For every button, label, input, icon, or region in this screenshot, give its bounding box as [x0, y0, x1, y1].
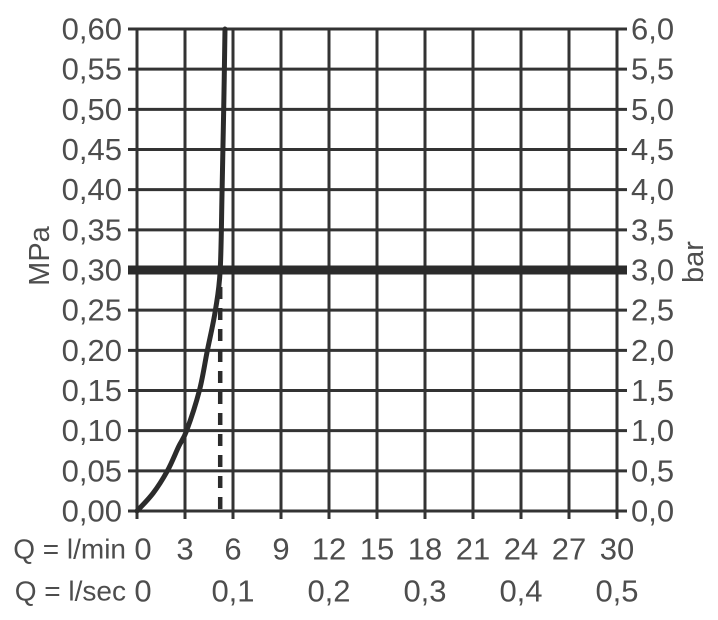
tick-labels-layer: 0,600,550,500,450,400,350,300,250,200,15… [62, 12, 674, 609]
y-tick-label-bar: 2,5 [631, 293, 674, 328]
x-tick-label-lsec: 0,2 [307, 574, 350, 609]
flow-curve [134, 26, 228, 514]
x-tick-label-lmin: 18 [408, 532, 442, 567]
x-tick-label-lmin: 3 [176, 532, 193, 567]
y-tick-label-bar: 4,0 [631, 172, 674, 207]
x-axis-row-label-lsec: Q = l/sec [15, 576, 126, 607]
x-tick-label-lmin: 24 [504, 532, 538, 567]
y-axis-unit-mpa: MPa [24, 225, 56, 286]
y-tick-label-bar: 5,5 [631, 52, 674, 87]
y-tick-label-mpa: 0,45 [62, 132, 122, 167]
x-tick-label-lsec: 0,5 [595, 574, 638, 609]
y-tick-label-bar: 2,0 [631, 333, 674, 368]
y-tick-label-mpa: 0,15 [62, 373, 122, 408]
x-tick-label-lsec: 0,4 [499, 574, 542, 609]
y-tick-label-mpa: 0,25 [62, 293, 122, 328]
y-tick-label-mpa: 0,00 [62, 494, 122, 529]
y-tick-label-mpa: 0,05 [62, 453, 122, 488]
y-tick-label-bar: 4,5 [631, 132, 674, 167]
y-tick-label-bar: 0,0 [631, 494, 674, 529]
y-tick-label-mpa: 0,50 [62, 92, 122, 127]
x-tick-label-lmin: 0 [134, 532, 151, 567]
y-tick-label-mpa: 0,55 [62, 52, 122, 87]
x-tick-label-lmin: 27 [552, 532, 586, 567]
x-tick-label-lsec: 0 [134, 574, 151, 609]
x-tick-label-lsec: 0,1 [211, 574, 254, 609]
y-tick-label-mpa: 0,20 [62, 333, 122, 368]
marks-layer [128, 26, 627, 514]
x-tick-label-lmin: 6 [224, 532, 241, 567]
x-axis-row-label-lmin: Q = l/min [13, 534, 126, 565]
y-tick-label-mpa: 0,30 [62, 253, 122, 288]
y-tick-label-mpa: 0,60 [62, 12, 122, 47]
y-tick-label-bar: 3,0 [631, 253, 674, 288]
y-tick-label-mpa: 0,40 [62, 172, 122, 207]
y-tick-label-mpa: 0,10 [62, 413, 122, 448]
x-tick-label-lmin: 9 [272, 532, 289, 567]
x-tick-label-lmin: 21 [456, 532, 490, 567]
x-tick-label-lsec: 0,3 [403, 574, 446, 609]
y-tick-label-bar: 1,5 [631, 373, 674, 408]
y-tick-label-bar: 0,5 [631, 453, 674, 488]
x-tick-label-lmin: 30 [600, 532, 634, 567]
y-tick-label-bar: 3,5 [631, 212, 674, 247]
x-tick-label-lmin: 12 [312, 532, 346, 567]
y-axis-unit-bar: bar [678, 241, 710, 283]
y-tick-label-bar: 5,0 [631, 92, 674, 127]
y-tick-label-mpa: 0,35 [62, 212, 122, 247]
x-tick-label-lmin: 15 [360, 532, 394, 567]
y-tick-label-bar: 6,0 [631, 12, 674, 47]
y-tick-label-bar: 1,0 [631, 413, 674, 448]
